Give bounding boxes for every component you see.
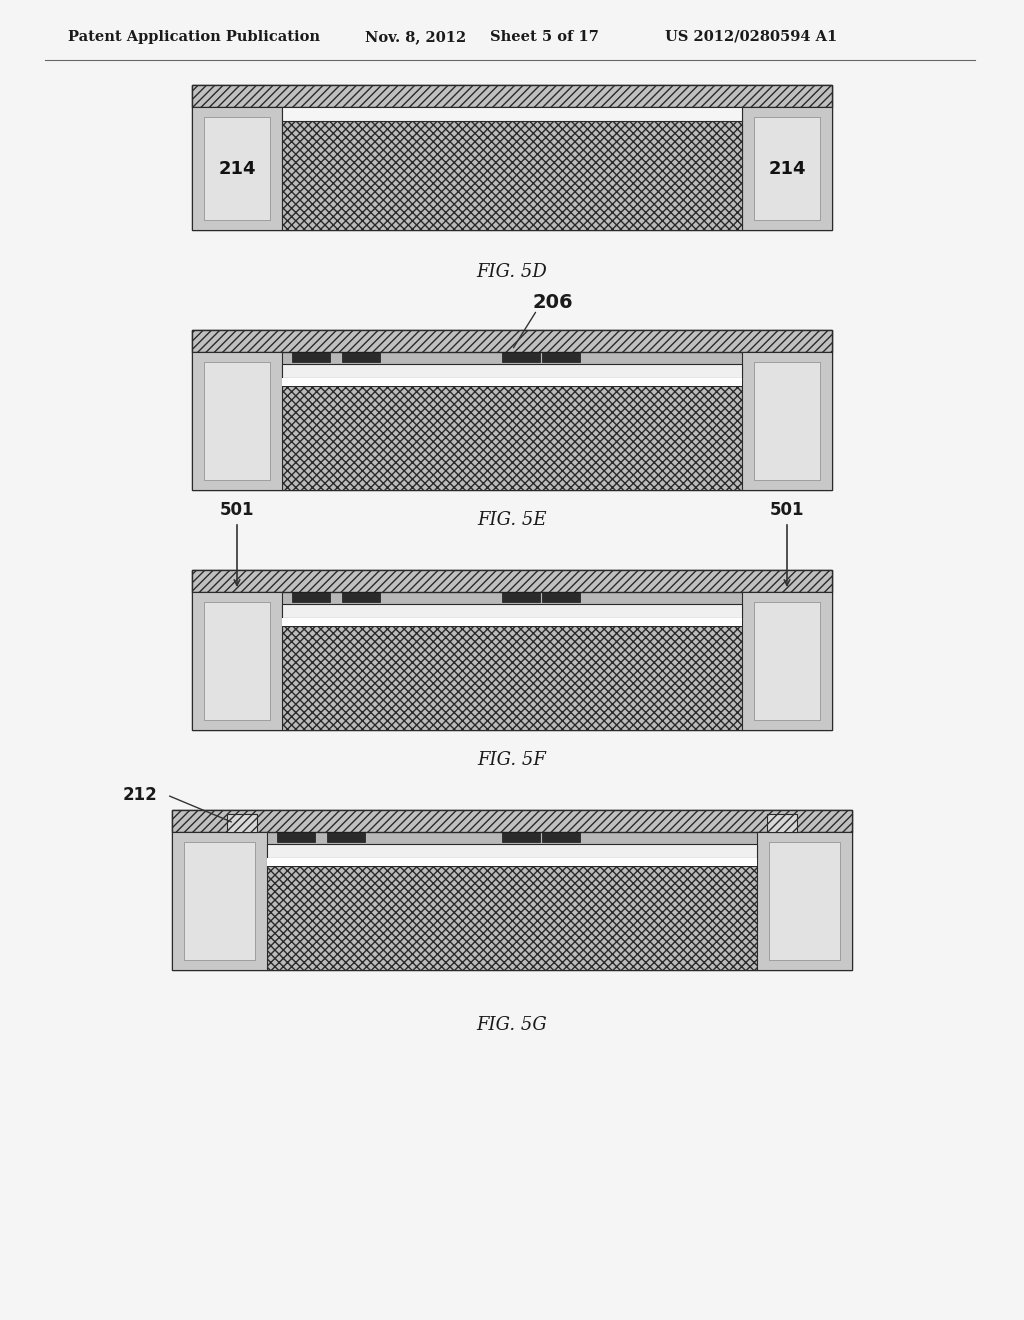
Text: 214: 214 <box>768 160 806 178</box>
Bar <box>282 605 742 618</box>
Bar <box>193 570 831 591</box>
Bar <box>754 362 820 480</box>
Text: FIG. 5D: FIG. 5D <box>476 263 548 281</box>
Bar <box>757 832 852 970</box>
Bar <box>282 378 742 385</box>
Bar <box>542 352 580 362</box>
Bar <box>282 618 742 626</box>
Bar <box>282 121 742 230</box>
Bar <box>292 591 330 602</box>
Bar <box>502 591 540 602</box>
Bar <box>542 832 580 842</box>
Bar <box>193 591 282 730</box>
Bar <box>742 352 831 490</box>
Bar <box>193 330 831 352</box>
Text: Nov. 8, 2012: Nov. 8, 2012 <box>365 30 466 44</box>
Text: Patent Application Publication: Patent Application Publication <box>68 30 319 44</box>
Bar <box>282 385 742 490</box>
Bar <box>282 626 742 730</box>
Bar <box>502 832 540 842</box>
Bar <box>193 570 831 730</box>
Bar <box>184 842 255 960</box>
Bar <box>204 602 270 719</box>
Text: 214: 214 <box>218 160 256 178</box>
Text: 206: 206 <box>532 293 572 312</box>
Bar <box>767 814 797 832</box>
Bar <box>292 352 330 362</box>
Text: FIG. 5G: FIG. 5G <box>476 1016 548 1034</box>
Bar <box>172 810 852 832</box>
Bar <box>204 362 270 480</box>
Bar <box>227 814 257 832</box>
Bar <box>267 843 757 858</box>
Text: 501: 501 <box>770 502 804 519</box>
Bar <box>282 107 742 121</box>
Bar <box>542 591 580 602</box>
Bar <box>282 364 742 378</box>
Bar <box>754 602 820 719</box>
Bar <box>193 84 831 107</box>
Text: FIG. 5E: FIG. 5E <box>477 511 547 529</box>
Bar <box>769 842 840 960</box>
Text: US 2012/0280594 A1: US 2012/0280594 A1 <box>665 30 838 44</box>
Bar <box>172 810 852 970</box>
Bar <box>193 352 282 490</box>
Bar <box>754 117 820 220</box>
Text: 212: 212 <box>122 785 157 804</box>
Bar <box>278 832 315 842</box>
Text: 501: 501 <box>220 502 254 519</box>
Bar <box>742 591 831 730</box>
Bar <box>172 832 267 970</box>
Bar <box>342 591 380 602</box>
Bar <box>342 352 380 362</box>
Bar <box>193 330 831 490</box>
Bar <box>267 866 757 970</box>
Bar <box>193 107 282 230</box>
Bar <box>204 117 270 220</box>
Bar <box>742 107 831 230</box>
Text: Sheet 5 of 17: Sheet 5 of 17 <box>490 30 599 44</box>
Bar <box>267 858 757 866</box>
Bar <box>327 832 365 842</box>
Bar <box>193 84 831 230</box>
Text: FIG. 5F: FIG. 5F <box>477 751 547 770</box>
Bar <box>502 352 540 362</box>
